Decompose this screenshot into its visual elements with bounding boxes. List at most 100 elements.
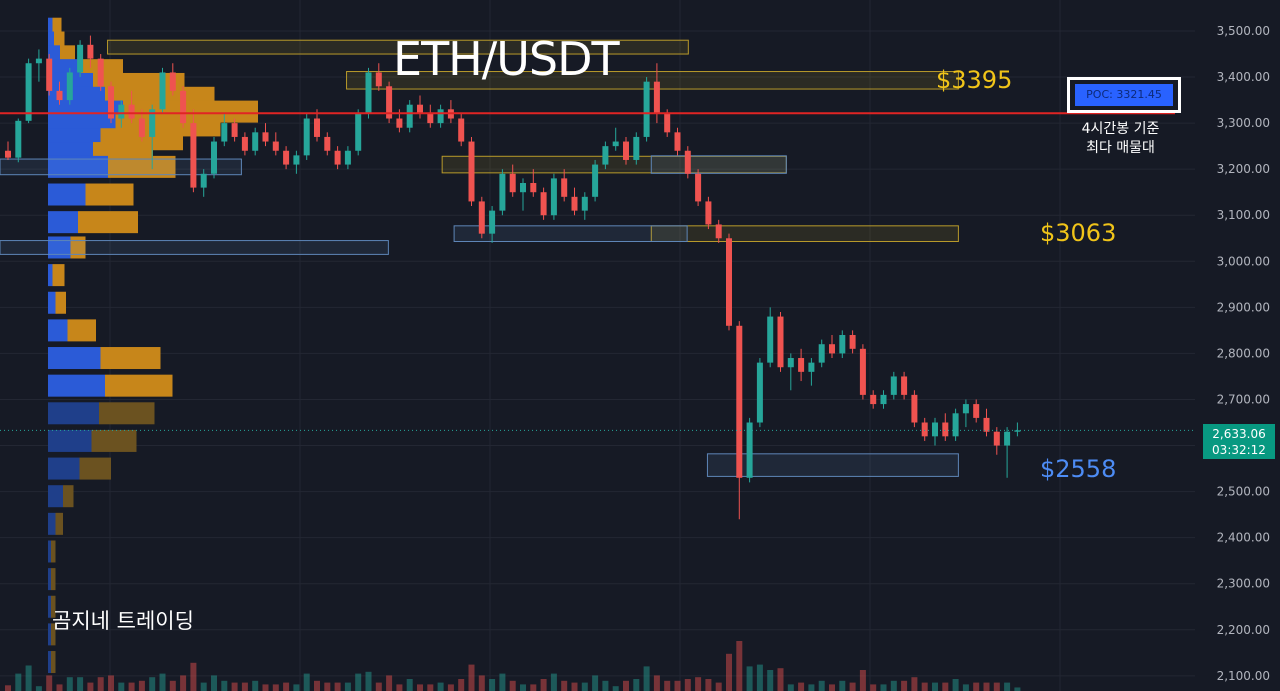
candle-body xyxy=(983,417,990,432)
volume-bar xyxy=(767,670,774,691)
volume-bar xyxy=(149,677,156,691)
price-tick-label: 3,400.00 xyxy=(1217,70,1270,84)
volume-bar xyxy=(489,679,496,691)
volume-bar xyxy=(1014,687,1021,691)
candle-body xyxy=(602,146,609,165)
candle-body xyxy=(231,123,238,137)
candle-body xyxy=(180,90,187,124)
candle-body xyxy=(715,224,722,239)
volume-bar xyxy=(417,684,423,691)
candle-body xyxy=(756,362,763,423)
volume-bar xyxy=(962,684,969,691)
price-tick-label: 2,100.00 xyxy=(1217,669,1270,683)
volume-bar xyxy=(859,670,866,691)
volume-bar xyxy=(829,684,835,691)
poc-label: POC: 3321.45 xyxy=(1075,84,1173,106)
candle-body xyxy=(108,86,114,119)
volume-bar xyxy=(314,680,320,691)
candle-body xyxy=(386,86,393,119)
candle-body xyxy=(406,104,413,128)
volume-bar xyxy=(169,680,176,691)
volume-bar xyxy=(684,679,691,691)
candle-body xyxy=(952,413,959,437)
volume-profile-sell xyxy=(105,374,173,397)
volume-profile-buy xyxy=(48,236,71,259)
volume-bar xyxy=(942,682,949,691)
volume-bar xyxy=(241,682,248,691)
candle-body xyxy=(973,404,980,418)
reference-lines xyxy=(0,112,1195,431)
candle-body xyxy=(798,358,805,372)
price-tick-label: 2,200.00 xyxy=(1217,623,1270,637)
volume-bar xyxy=(293,684,300,691)
volume-bar xyxy=(252,680,259,691)
volume-bar xyxy=(262,684,269,691)
volume-profile-sell xyxy=(78,211,138,234)
candle-body xyxy=(437,109,444,124)
candle-body xyxy=(138,118,145,137)
volume-profile-buy xyxy=(48,183,86,206)
candle-body xyxy=(911,394,918,423)
candle-body xyxy=(870,394,877,405)
volume-bar xyxy=(571,682,578,691)
volume-profile-sell xyxy=(100,347,161,370)
volume-bar xyxy=(839,680,846,691)
candle-body xyxy=(468,141,475,202)
candle-body xyxy=(314,118,320,137)
volume-profile-sell xyxy=(70,236,86,259)
volume-bar xyxy=(705,679,712,691)
volume-bar xyxy=(334,682,341,691)
volume-bar xyxy=(921,682,928,691)
current-price-tag: 2,633.06 03:32:12 xyxy=(1203,424,1275,459)
volume-bar xyxy=(231,682,238,691)
candle-body xyxy=(478,201,485,234)
candle-body xyxy=(592,164,599,197)
candle-body xyxy=(365,72,372,114)
candle-body xyxy=(283,150,290,165)
price-tick-label: 3,200.00 xyxy=(1217,162,1270,176)
volume-profile-sell xyxy=(52,264,65,287)
volume-bar xyxy=(932,682,938,691)
volume-bar xyxy=(890,680,897,691)
volume-bar xyxy=(818,680,825,691)
candle-body xyxy=(674,132,681,151)
volume-bar xyxy=(5,685,11,691)
volume-bar xyxy=(983,682,990,691)
volume-profile-sell xyxy=(51,568,56,591)
price-axis[interactable]: 3,500.00 3,400.00 3,300.00 3,200.00 3,100.00… xyxy=(1217,24,1270,683)
level-label-3395: $3395 xyxy=(936,66,1013,94)
volume-bar xyxy=(138,680,145,691)
candle-body xyxy=(829,344,835,354)
candle-body xyxy=(550,178,557,216)
volume-bar xyxy=(468,664,475,691)
volume-profile-sell xyxy=(55,291,66,314)
candle-body xyxy=(77,44,84,73)
volume-profile-buy xyxy=(48,457,80,480)
demand-zone xyxy=(453,225,688,242)
volume-bar xyxy=(66,677,73,691)
volume-bar xyxy=(180,675,187,691)
volume-bar xyxy=(375,682,382,691)
price-tick-label: 3,300.00 xyxy=(1217,116,1270,130)
volume-bar xyxy=(736,641,743,691)
countdown-label: 03:32:12 xyxy=(1212,443,1266,457)
volume-profile-buy xyxy=(48,540,51,563)
supply-zone xyxy=(346,71,959,90)
volume-bar xyxy=(56,684,63,691)
volume-bar xyxy=(1004,682,1011,691)
volume-bar xyxy=(406,679,413,691)
volume-bar xyxy=(870,684,877,691)
volume-profile-buy xyxy=(48,485,63,508)
candle-body xyxy=(489,210,496,234)
volume-bar xyxy=(715,682,722,691)
volume-bar xyxy=(973,682,980,691)
volume-bar xyxy=(592,675,599,691)
volume-bar xyxy=(653,675,660,691)
candle-body xyxy=(808,362,815,372)
volume-profile-sell xyxy=(51,595,56,618)
volume-bar xyxy=(365,671,372,691)
volume-bar xyxy=(499,673,506,691)
poc-note-line: 최다 매물대 xyxy=(1086,140,1155,156)
